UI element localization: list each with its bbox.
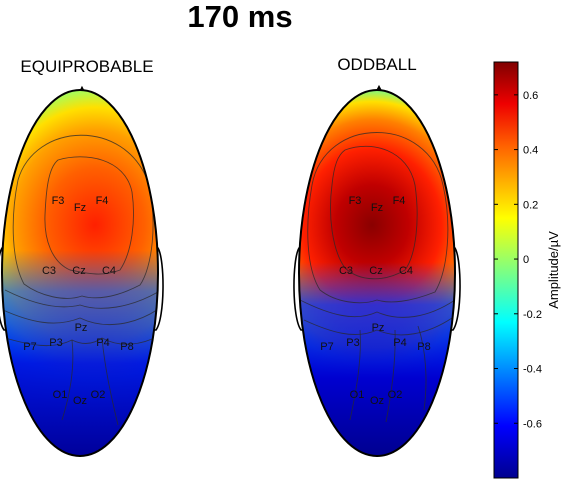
colorbar-tick-label: 0 bbox=[523, 254, 529, 266]
colorbar-tick-label: -0.6 bbox=[523, 418, 542, 430]
electrode-f3: F3 bbox=[52, 195, 65, 207]
electrode-p7: P7 bbox=[23, 341, 36, 353]
electrode-oz: Oz bbox=[73, 395, 87, 407]
head-map-oddball: F3 Fz F4 C3 Cz C4 P7 P3 Pz P4 P8 O1 Oz O… bbox=[293, 84, 461, 457]
colorbar-tick-label: 0.6 bbox=[523, 90, 538, 102]
electrode-pz: Pz bbox=[75, 322, 88, 334]
electrode-f4: F4 bbox=[393, 195, 406, 207]
colorbar-tick-label: -0.4 bbox=[523, 364, 542, 376]
electrode-c4: C4 bbox=[399, 265, 413, 277]
head-outline bbox=[1, 89, 159, 457]
electrode-p4: P4 bbox=[393, 337, 406, 349]
electrode-fz: Fz bbox=[74, 202, 86, 214]
colorbar-tick-label: -0.2 bbox=[523, 309, 542, 321]
amplitude-field-equiprobable bbox=[2, 90, 158, 456]
electrode-labels-oddball: F3 Fz F4 C3 Cz C4 P7 P3 Pz P4 P8 O1 Oz O… bbox=[320, 195, 430, 407]
electrode-cz: Cz bbox=[72, 265, 85, 277]
electrode-p8: P8 bbox=[417, 341, 430, 353]
electrode-cz: Cz bbox=[369, 265, 382, 277]
colorbar: 0.6 0.4 0.2 0 -0.2 -0.4 -0.6 Amplitude/µV bbox=[493, 61, 561, 479]
electrode-labels-equiprobable: F3 Fz F4 C3 Cz C4 P7 P3 Pz P4 P8 O1 Oz O… bbox=[23, 195, 133, 407]
colorbar-label: Amplitude/µV bbox=[546, 231, 561, 309]
electrode-pz: Pz bbox=[372, 322, 385, 334]
head-map-equiprobable: F3 Fz F4 C3 Cz C4 P7 P3 Pz P4 P8 O1 Oz O… bbox=[0, 85, 164, 457]
map-label-oddball: ODDBALL bbox=[337, 55, 416, 74]
figure-title: 170 ms bbox=[187, 0, 292, 34]
colorbar-ticks: 0.6 0.4 0.2 0 -0.2 -0.4 -0.6 bbox=[494, 90, 542, 430]
electrode-o1: O1 bbox=[53, 389, 68, 401]
electrode-f4: F4 bbox=[96, 195, 109, 207]
electrode-c3: C3 bbox=[339, 265, 353, 277]
electrode-p7: P7 bbox=[320, 341, 333, 353]
electrode-c3: C3 bbox=[42, 265, 56, 277]
electrode-o1: O1 bbox=[350, 389, 365, 401]
electrode-f3: F3 bbox=[349, 195, 362, 207]
map-label-equiprobable: EQUIPROBABLE bbox=[20, 57, 153, 76]
electrode-c4: C4 bbox=[102, 265, 116, 277]
electrode-oz: Oz bbox=[370, 395, 384, 407]
electrode-p3: P3 bbox=[346, 337, 359, 349]
electrode-fz: Fz bbox=[371, 202, 383, 214]
electrode-o2: O2 bbox=[91, 389, 106, 401]
electrode-p3: P3 bbox=[49, 337, 62, 349]
colorbar-scale bbox=[493, 61, 519, 479]
electrode-o2: O2 bbox=[388, 389, 403, 401]
electrode-p4: P4 bbox=[96, 337, 109, 349]
colorbar-tick-label: 0.4 bbox=[523, 145, 538, 157]
colorbar-tick-label: 0.2 bbox=[523, 199, 538, 211]
amplitude-field-oddball bbox=[299, 90, 455, 456]
head-outline bbox=[298, 89, 456, 457]
electrode-p8: P8 bbox=[120, 341, 133, 353]
